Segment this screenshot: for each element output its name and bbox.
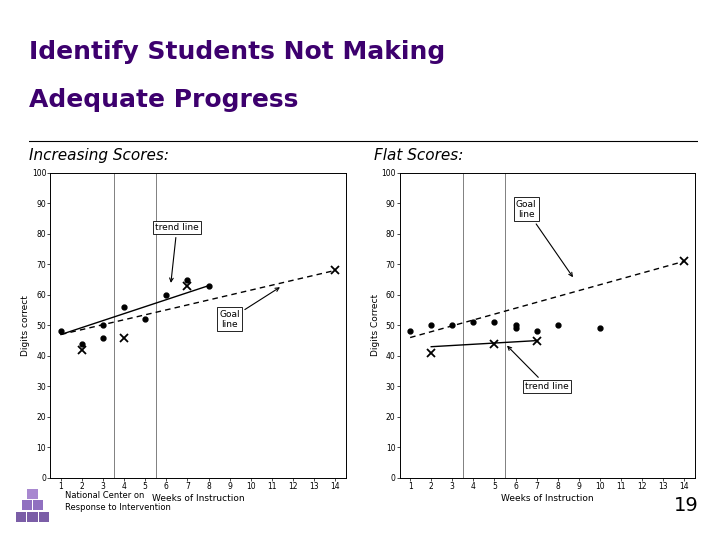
Y-axis label: Digits Correct: Digits Correct — [371, 294, 379, 356]
Text: Identify Students Not Making: Identify Students Not Making — [29, 40, 445, 64]
Text: Goal
line: Goal line — [516, 200, 572, 276]
Bar — [33, 500, 43, 510]
Y-axis label: Digits correct: Digits correct — [22, 295, 30, 356]
Text: Goal
line: Goal line — [220, 288, 279, 329]
Bar — [27, 489, 37, 499]
Bar — [27, 512, 37, 522]
Text: Flat Scores:: Flat Scores: — [374, 148, 464, 163]
X-axis label: Weeks of Instruction: Weeks of Instruction — [152, 494, 244, 503]
Text: Adequate Progress: Adequate Progress — [29, 87, 298, 112]
Bar — [22, 500, 32, 510]
Text: 19: 19 — [675, 496, 699, 515]
Text: trend line: trend line — [508, 347, 569, 391]
Text: trend line: trend line — [155, 223, 199, 282]
Text: National Center on
Response to Intervention: National Center on Response to Intervent… — [65, 491, 171, 512]
X-axis label: Weeks of Instruction: Weeks of Instruction — [501, 494, 593, 503]
Bar — [39, 512, 49, 522]
Text: Increasing Scores:: Increasing Scores: — [29, 148, 168, 163]
Bar — [16, 512, 26, 522]
